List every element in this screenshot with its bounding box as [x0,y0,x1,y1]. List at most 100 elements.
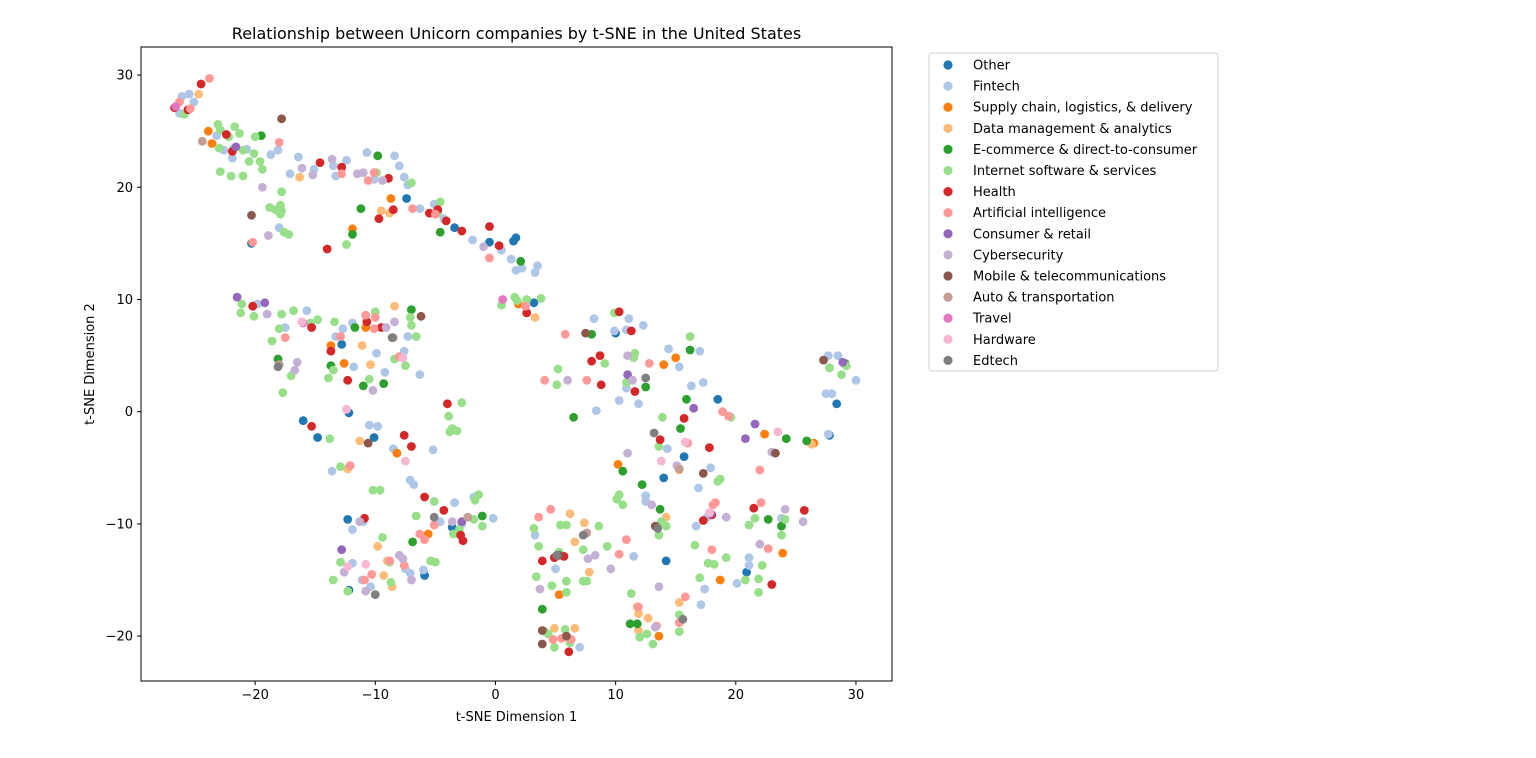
scatter-point [361,310,371,320]
scatter-point [274,324,284,334]
scatter-point [394,161,404,171]
scatter-point [373,151,383,161]
plot-frame [140,46,893,682]
scatter-point [343,515,353,524]
scatter-point [671,353,681,363]
scatter-point [431,209,440,219]
scatter-point [655,504,665,514]
scatter-point [634,609,643,619]
legend-marker [943,187,953,197]
scatter-point [258,164,267,174]
legend-marker [943,229,953,239]
scatter-point [196,79,206,89]
scatter-point [248,301,258,311]
scatter-point [709,559,719,569]
scatter-point [642,629,652,639]
scatter-point [750,513,760,523]
scatter-point [780,504,790,514]
scatter-point [249,311,259,321]
scatter-point [690,540,700,550]
scatter-point [337,545,347,555]
scatter-point [470,495,480,505]
scatter-point [698,469,708,478]
scatter-point [368,485,378,495]
scatter-point [757,561,767,570]
scatter-point [625,619,635,629]
scatter-point [337,340,347,349]
scatter-point [260,298,270,308]
scatter-point [713,394,723,404]
scatter-point [364,420,374,430]
scatter-point [754,588,763,597]
scatter-point [767,580,777,589]
y-tick-label: 10 [116,293,133,308]
scatter-point [358,381,368,391]
scatter-point [548,635,558,644]
scatter-point [562,576,571,586]
scatter-point [536,294,546,303]
scatter-point [452,426,462,436]
scatter-point [494,241,504,251]
scatter-point [407,320,416,330]
scatter-point [564,647,574,657]
scatter-point [650,622,660,632]
scatter-point [277,114,286,124]
scatter-point [485,237,494,247]
scatter-point [614,396,624,405]
scatter-point [392,448,402,458]
scatter-point [674,598,684,607]
scatter-point [250,132,260,142]
legend-label: Data management & analytics [973,122,1172,137]
scatter-point [415,370,425,380]
scatter-point [689,403,699,413]
scatter-point [398,554,408,564]
scatter-point [596,380,606,390]
scatter-point [661,521,671,531]
scatter-point [676,424,685,433]
y-tick-label: 0 [125,405,133,420]
scatter-point [367,570,377,579]
scatter-point [236,308,246,318]
scatter-point [695,346,705,356]
scatter-point [556,520,565,530]
scatter-point [415,204,425,214]
legend-frame [928,52,1219,372]
legend-label: Edtech [973,354,1018,369]
scatter-point [227,153,237,163]
scatter-point [336,462,345,472]
scatter-point [614,549,624,559]
scatter-point [355,517,365,527]
y-tick-label: −20 [106,630,133,645]
scatter-point [798,517,808,527]
scatter-point [560,329,570,339]
scatter-point [342,240,351,249]
y-tick-label: 20 [116,181,133,196]
scatter-point [587,356,596,366]
scatter-point [838,357,848,367]
x-axis: −20 −10 0 10 20 30 [241,681,864,703]
scatter-point [623,351,632,360]
scatter-point [372,348,381,358]
scatter-point [379,379,389,388]
scatter-point [653,524,663,533]
scatter-point [626,589,636,598]
scatter-point [755,539,765,549]
legend-label: Consumer & retail [973,227,1091,242]
scatter-point [449,529,458,539]
scatter-point [373,421,383,431]
scatter-point [707,545,717,555]
x-tick-label: 0 [491,688,499,703]
scatter-point [718,407,727,417]
scatter-point [226,171,236,181]
scatter-point [662,444,672,454]
scatter-point [623,448,632,458]
scatter-point [756,498,766,507]
scatter-point [358,168,368,178]
legend-marker [943,313,953,323]
scatter-point [724,411,733,421]
legend-label: Health [973,185,1016,200]
scatter-point [629,552,639,561]
scatter-point [654,631,664,641]
scatter-point [547,581,557,590]
scatter-point [444,411,453,421]
